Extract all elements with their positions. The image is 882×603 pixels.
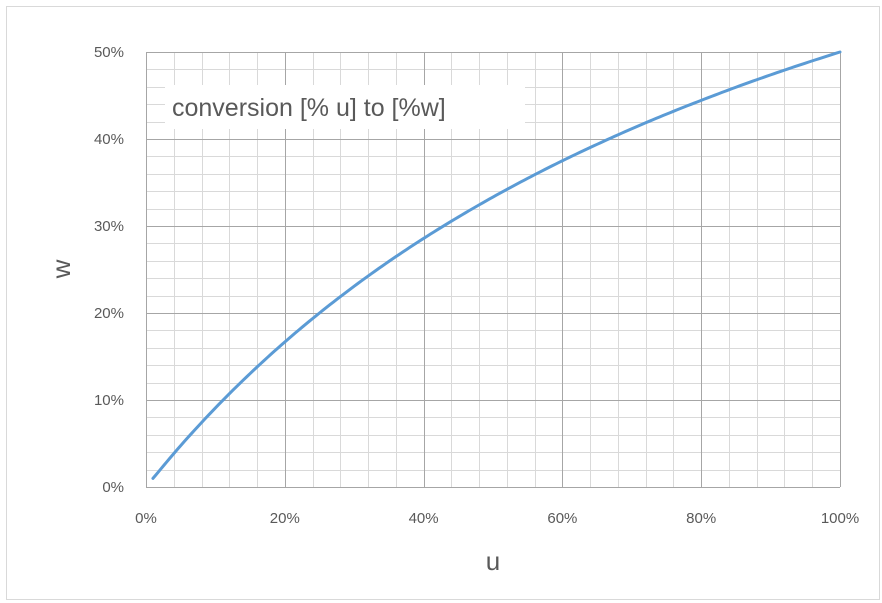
y-tick-label: 10% <box>94 392 124 409</box>
y-tick-label: 50% <box>94 44 124 61</box>
series-group <box>151 50 842 480</box>
x-tick-label: 40% <box>409 510 439 527</box>
y-tick-label: 0% <box>102 479 124 496</box>
y-tick-labels: 0% 10% 20% 30% 40% 50% <box>94 44 124 496</box>
y-tick-label: 40% <box>94 131 124 148</box>
y-axis-title: w <box>46 259 76 279</box>
y-tick-label: 20% <box>94 305 124 322</box>
chart-title: conversion [% u] to [%w] <box>172 94 446 122</box>
x-axis-title: u <box>486 546 500 576</box>
series-line <box>151 50 842 480</box>
x-tick-label: 0% <box>135 510 157 527</box>
title-background <box>165 85 525 129</box>
x-tick-label: 60% <box>547 510 577 527</box>
x-tick-labels: 0% 20% 40% 60% 80% 100% <box>135 510 859 527</box>
y-tick-label: 30% <box>94 218 124 235</box>
x-tick-label: 20% <box>270 510 300 527</box>
x-tick-label: 80% <box>686 510 716 527</box>
x-tick-label: 100% <box>821 510 859 527</box>
